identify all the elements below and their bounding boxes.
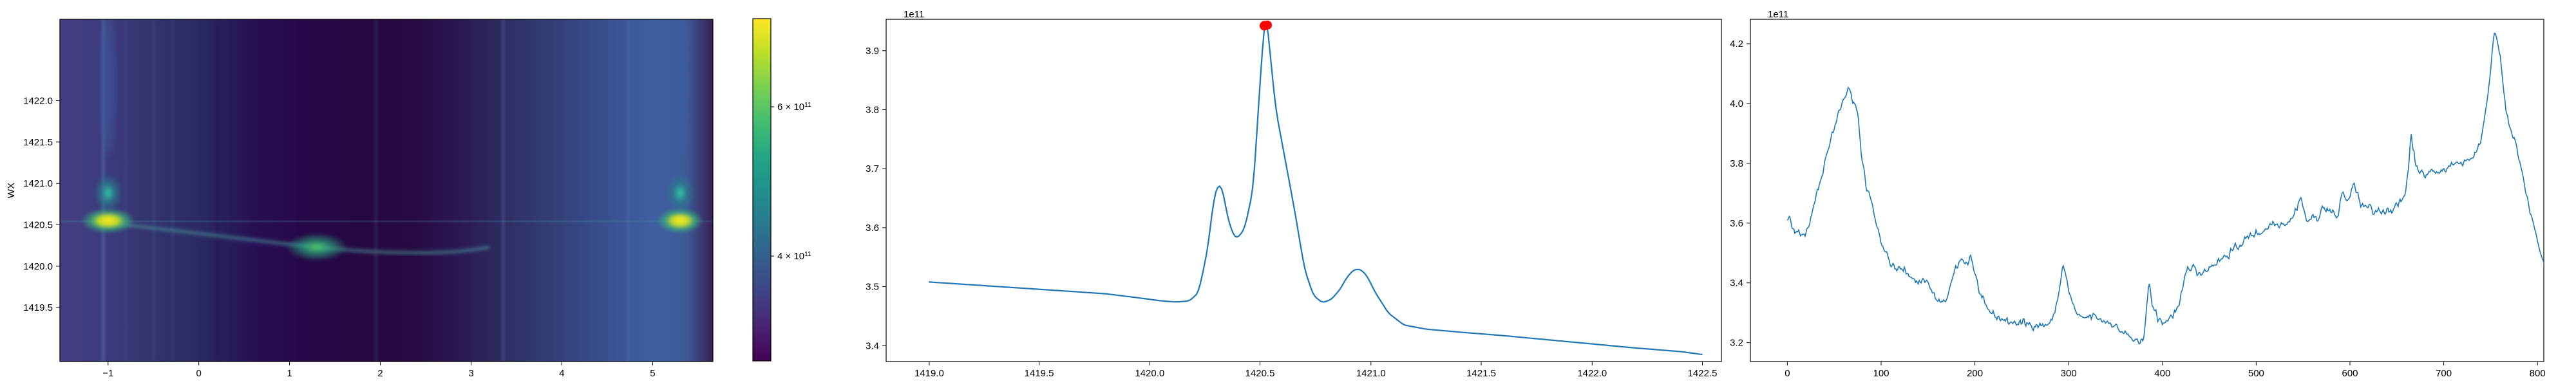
svg-text:800: 800 [2530, 368, 2546, 379]
svg-text:0: 0 [1785, 368, 1790, 379]
svg-text:1421.0: 1421.0 [23, 178, 53, 189]
svg-text:1419.5: 1419.5 [1025, 368, 1054, 379]
svg-text:400: 400 [2154, 368, 2170, 379]
svg-text:1421.5: 1421.5 [23, 137, 53, 148]
svg-text:600: 600 [2342, 368, 2358, 379]
svg-text:1422.0: 1422.0 [1577, 368, 1607, 379]
svg-text:3.8: 3.8 [1730, 158, 1743, 169]
svg-text:1419.0: 1419.0 [914, 368, 944, 379]
svg-text:3.9: 3.9 [866, 46, 879, 57]
svg-text:1e11: 1e11 [1768, 9, 1788, 20]
svg-text:3.2: 3.2 [1730, 338, 1743, 349]
svg-text:3.6: 3.6 [866, 223, 879, 234]
svg-text:700: 700 [2436, 368, 2452, 379]
svg-text:−1: −1 [102, 368, 113, 379]
svg-text:1: 1 [287, 368, 292, 379]
svg-text:5: 5 [650, 368, 655, 379]
svg-text:1420.0: 1420.0 [23, 261, 53, 272]
svg-text:1420.0: 1420.0 [1135, 368, 1164, 379]
svg-text:1421.5: 1421.5 [1466, 368, 1496, 379]
svg-text:3.5: 3.5 [866, 282, 879, 293]
svg-text:3.8: 3.8 [866, 105, 879, 116]
svg-text:1420.5: 1420.5 [1245, 368, 1275, 379]
svg-text:1422.5: 1422.5 [1688, 368, 1718, 379]
svg-text:300: 300 [2061, 368, 2077, 379]
svg-text:1419.5: 1419.5 [23, 302, 53, 313]
svg-text:WX: WX [6, 183, 17, 198]
svg-text:100: 100 [1873, 368, 1889, 379]
svg-text:1422.0: 1422.0 [23, 96, 53, 107]
svg-text:500: 500 [2248, 368, 2264, 379]
svg-text:1e11: 1e11 [904, 9, 924, 20]
svg-text:1420.5: 1420.5 [23, 220, 53, 231]
svg-text:2: 2 [377, 368, 383, 379]
svg-text:3.4: 3.4 [866, 340, 879, 351]
svg-text:4.2: 4.2 [1730, 39, 1743, 50]
svg-text:200: 200 [1967, 368, 1983, 379]
svg-text:3: 3 [468, 368, 473, 379]
svg-text:3.4: 3.4 [1730, 278, 1743, 289]
svg-text:4: 4 [559, 368, 564, 379]
svg-text:1421.0: 1421.0 [1356, 368, 1386, 379]
svg-text:3.7: 3.7 [866, 163, 879, 174]
svg-text:3.6: 3.6 [1730, 218, 1743, 229]
svg-text:4.0: 4.0 [1730, 98, 1743, 109]
svg-text:0: 0 [196, 368, 202, 379]
